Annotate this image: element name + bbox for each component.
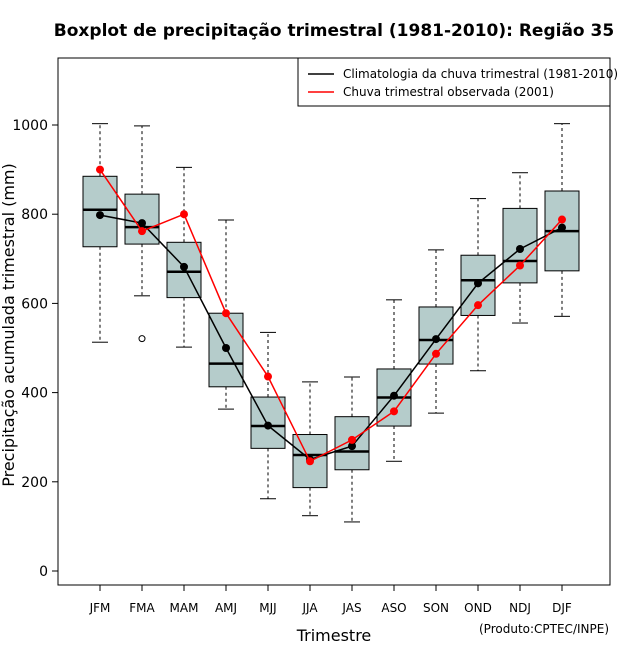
series-point xyxy=(390,391,398,400)
series-point xyxy=(138,219,146,228)
legend-label-observed: Chuva trimestral observada (2001) xyxy=(343,85,554,99)
series-point xyxy=(222,344,230,352)
boxes-group xyxy=(82,123,580,523)
series-point xyxy=(474,279,482,288)
x-axis: JFM FMA MAM AMJ MJJ JJA JAS ASO SON OND NDJ DJF xyxy=(89,585,572,615)
series-point xyxy=(180,262,188,271)
x-tick-label: JAS xyxy=(341,601,361,615)
series-point xyxy=(558,215,566,224)
box-JFM xyxy=(82,123,118,343)
series-point xyxy=(264,421,272,430)
x-tick-label: FMA xyxy=(129,601,155,615)
x-tick-label: MJJ xyxy=(259,601,276,615)
series-point xyxy=(306,457,314,466)
series-point xyxy=(96,211,104,220)
x-tick-label: JJA xyxy=(301,601,318,615)
series-observed xyxy=(96,165,566,466)
box-SON xyxy=(418,249,454,414)
x-tick-label: ASO xyxy=(381,601,406,615)
series-point xyxy=(474,301,482,310)
x-tick-label: DJF xyxy=(552,601,572,615)
series-point xyxy=(180,210,188,219)
series-point xyxy=(516,261,524,270)
y-axis: 0 200 400 600 800 1000 xyxy=(12,118,58,580)
x-tick-label: JFM xyxy=(89,601,111,615)
series-line xyxy=(99,214,563,461)
series-point xyxy=(516,244,524,253)
box-MAM xyxy=(166,166,202,348)
series-point xyxy=(558,223,566,232)
x-tick-label: OND xyxy=(464,601,492,615)
y-tick-label: 200 xyxy=(21,475,48,491)
series-point xyxy=(432,349,440,358)
x-axis-title: Trimestre xyxy=(296,626,372,645)
series-point xyxy=(264,372,272,381)
series-point xyxy=(138,227,146,236)
series-point xyxy=(348,435,356,444)
legend-box xyxy=(297,57,611,107)
series-point xyxy=(432,335,440,344)
outlier-point xyxy=(138,335,146,343)
x-tick-label: NDJ xyxy=(509,601,531,615)
y-axis-title: Precipitação acumulada trimestral (mm) xyxy=(0,163,18,487)
y-tick-label: 800 xyxy=(21,207,48,223)
legend-label-climatology: Climatologia da chuva trimestral (1981-2… xyxy=(343,67,618,81)
series-point xyxy=(96,165,104,174)
y-tick-label: 1000 xyxy=(12,118,48,134)
plot-frame xyxy=(57,57,611,586)
legend: Climatologia da chuva trimestral (1981-2… xyxy=(297,57,618,107)
series-point xyxy=(390,407,398,416)
series-line xyxy=(99,169,563,463)
series-climatology xyxy=(96,211,566,464)
credit-text: (Produto:CPTEC/INPE) xyxy=(479,622,609,636)
series-point xyxy=(222,309,230,318)
y-tick-label: 0 xyxy=(39,564,48,580)
box-iqr xyxy=(124,193,160,245)
x-tick-label: SON xyxy=(423,601,449,615)
box-JJA xyxy=(292,381,328,517)
chart-title: Boxplot de precipitação trimestral (1981… xyxy=(54,21,614,41)
y-tick-label: 600 xyxy=(21,296,48,312)
series-point xyxy=(348,442,356,451)
series-group xyxy=(96,165,566,466)
x-tick-label: AMJ xyxy=(215,601,237,615)
y-tick-label: 400 xyxy=(21,386,48,402)
x-tick-label: MAM xyxy=(170,601,199,615)
